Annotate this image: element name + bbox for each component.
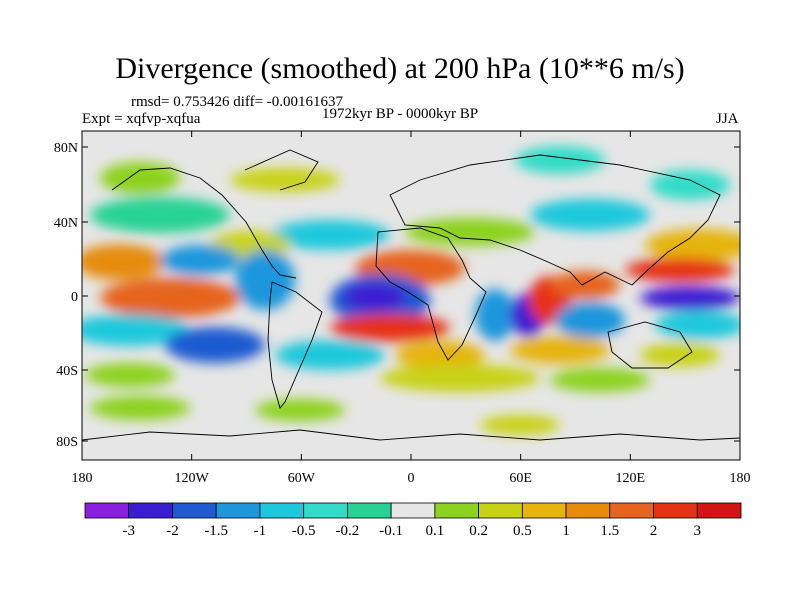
colorbar: -3 -2 -1.5 -1 -0.5 -0.2 -0.1 0.1 0.2 0.5 1 1.5 2 3 [84,502,742,539]
lat-tick-label: 40S [56,364,78,379]
colorbar-box [696,502,742,519]
field-patch [85,363,175,387]
colorbar-label: 2 [650,523,658,539]
map-title: Divergence (smoothed) at 200 hPa (10**6 … [115,52,685,85]
field-patch [550,368,650,392]
field-patch [100,162,180,194]
colorbar-label: -3 [122,523,135,539]
field-patch [380,364,540,392]
field-patch [625,258,735,282]
latitude-axis: 80N 40N 0 40S 80S [54,141,740,450]
lat-tick-label: 80S [56,435,78,450]
field-patch [645,229,740,261]
colorbar-box [565,502,611,519]
field-patch [270,220,390,250]
lon-tick-label: 120E [616,471,646,486]
field-patch [235,250,295,310]
antarctica-coast [82,429,740,441]
colorbar-box [390,502,436,519]
lon-tick-label: 0 [408,471,415,486]
colorbar-label: 0.5 [513,523,532,539]
longitude-axis: 180 120W 60W 0 60E 120E 180 [72,131,751,486]
field-patch [480,415,560,435]
lat-tick-label: 80N [54,141,78,156]
north-america-coast [111,167,297,279]
field-patch [515,146,605,174]
colorbar-box [609,502,654,519]
colorbar-label: -2 [166,523,179,539]
colorbar-box [521,502,567,519]
field-patch [160,245,240,275]
lon-tick-label: 180 [72,471,93,486]
field-patch [165,327,265,363]
africa-coast [375,227,487,361]
lon-tick-label: 60W [288,471,316,486]
lon-tick-label: 120W [175,471,210,486]
eurasia-coast [389,154,721,286]
field-patch [550,271,620,299]
colorbar-label: -1.5 [204,523,228,539]
colorbar-label: 1 [562,523,570,539]
period-label: 1972kyr BP - 0000kyr BP [322,106,479,122]
colorbar-box [346,502,392,519]
field-patch [275,340,385,370]
colorbar-label: -1 [254,523,267,539]
colorbar-label: -0.5 [292,523,316,539]
field-patch [82,314,190,346]
lat-tick-label: 0 [71,290,78,305]
lon-tick-label: 60E [509,471,532,486]
field-patch [640,286,740,310]
coastlines [82,149,740,441]
colorbar-box [434,502,480,519]
colorbar-box [303,502,348,519]
colorbar-label: 0.2 [469,523,488,539]
field-patch [343,283,407,311]
season-label: JJA [716,111,739,127]
greenland-coast [244,149,319,191]
field-patch [330,314,450,342]
field-patch [90,396,190,420]
south-america-coast [267,281,323,409]
colorbar-label: -0.1 [379,523,403,539]
colorbar-box [172,502,217,519]
colorbar-label: -0.2 [336,523,360,539]
lat-tick-label: 40N [54,216,78,231]
experiment-label: Expt = xqfvp-xqfua [82,111,201,127]
colorbar-label: 1.5 [600,523,619,539]
colorbar-label: 0.1 [425,523,444,539]
colorbar-label: 3 [694,523,702,539]
field-patch [555,302,625,338]
colorbar-box [259,502,305,519]
colorbar-box [128,502,173,519]
field-patch [405,218,535,246]
field-patch [230,168,340,192]
field-patch [650,170,730,200]
field-patch [655,311,740,339]
field-patch [82,244,165,280]
divergence-field [82,146,740,435]
field-patch [510,336,610,364]
rmsd-diff-stats: rmsd= 0.753426 diff= -0.00161637 [131,94,344,110]
field-patch [100,278,240,318]
australia-coast [607,321,693,369]
colorbar-box [84,502,130,519]
field-patch [395,341,485,369]
colorbar-box [215,502,261,519]
colorbar-box [478,502,523,519]
field-patch [255,399,345,421]
lon-tick-label: 180 [730,471,751,486]
field-patch [530,199,650,231]
field-patch [475,289,515,341]
colorbar-box [653,502,698,519]
field-patch [90,197,230,233]
field-patch [640,343,720,367]
